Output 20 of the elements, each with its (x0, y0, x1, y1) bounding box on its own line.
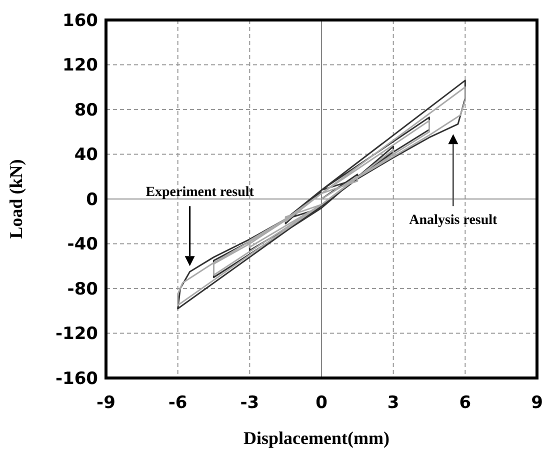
y-tick-label: -80 (67, 279, 98, 300)
x-tick-label: 9 (531, 393, 543, 413)
y-tick-label: 160 (62, 10, 98, 31)
y-tick-label: -40 (67, 234, 98, 255)
annotation: Experiment result (146, 185, 254, 200)
x-tick-label: 6 (459, 393, 472, 413)
y-axis-title: Load (kN) (6, 159, 26, 239)
x-tick-label: 0 (316, 393, 328, 413)
x-tick-label: -6 (168, 393, 188, 413)
y-tick-label: 40 (74, 145, 98, 166)
y-tick-label: 80 (74, 100, 98, 120)
y-tick-label: -160 (55, 368, 98, 389)
annotation: Analysis result (409, 213, 498, 228)
x-tick-label: -3 (240, 393, 260, 413)
y-tick-label: -120 (55, 324, 98, 344)
y-tick-label: 120 (62, 56, 98, 76)
x-axis-title: Displacement(mm) (244, 428, 390, 448)
x-tick-label: -9 (96, 393, 116, 413)
x-tick-label: 3 (387, 393, 400, 413)
y-tick-label: 0 (86, 190, 98, 210)
